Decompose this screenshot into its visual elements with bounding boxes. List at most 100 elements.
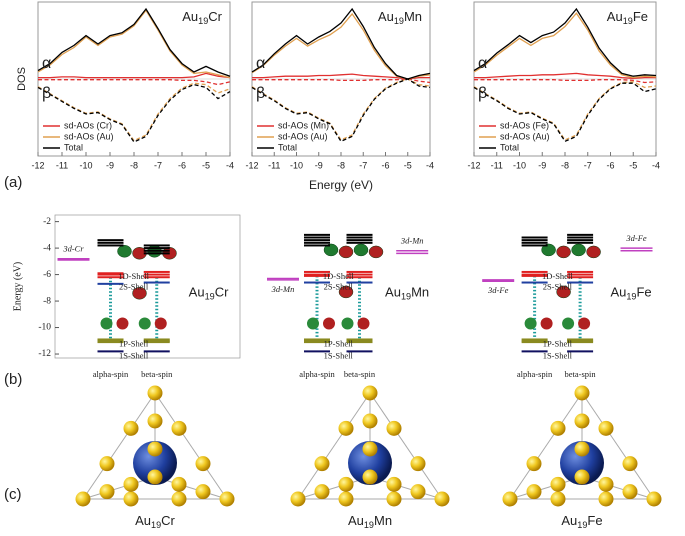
- formula-suffix: Fe: [587, 513, 602, 528]
- orbital-icon: [307, 317, 319, 330]
- formula-base: Au: [385, 285, 401, 300]
- shell-label: 1D-Shell: [542, 271, 573, 281]
- orbital-icon: [353, 243, 369, 257]
- gold-atom: [502, 491, 518, 507]
- beta-label: β: [42, 85, 51, 102]
- energy-level: [346, 233, 373, 236]
- energy-level: [97, 282, 124, 285]
- gold-atom: [362, 469, 378, 485]
- chart-title: Au19Mn: [385, 285, 429, 302]
- y-tick-label: -10: [38, 323, 51, 333]
- alpha-label: α: [256, 55, 265, 72]
- beta-dos-line: [473, 82, 657, 143]
- gold-atom: [290, 491, 306, 507]
- formula-subscript: 19: [198, 16, 208, 26]
- energy-level: [97, 244, 124, 247]
- formula-base: Au: [348, 513, 364, 528]
- gold-atom: [550, 476, 566, 492]
- energy-level: [521, 236, 548, 239]
- y-tick-label: -2: [43, 217, 51, 227]
- orbital-icon: [323, 317, 335, 330]
- formula-subscript: 19: [205, 292, 215, 302]
- beta-label: β: [478, 85, 487, 102]
- gold-atom: [338, 420, 354, 436]
- gold-atom: [195, 456, 211, 472]
- d-level-label: 3d-Fe: [487, 285, 509, 295]
- gold-atom: [574, 413, 590, 429]
- energy-level: [304, 241, 330, 244]
- energy-level: [567, 339, 594, 342]
- x-tick-label: -11: [491, 160, 503, 170]
- formula-base: Au: [189, 285, 205, 300]
- gold-atom: [386, 491, 402, 507]
- y-axis-label: Energy (eV): [12, 262, 23, 312]
- energy-level: [143, 247, 170, 250]
- gold-atom: [362, 385, 378, 401]
- gold-atom: [574, 469, 590, 485]
- shell-label: 1P-Shell: [324, 338, 354, 348]
- energy-level: [346, 339, 373, 342]
- x-tick-label: -8: [337, 160, 345, 170]
- shell-label: 1S-Shell: [119, 350, 149, 360]
- formula-base: Au: [378, 9, 394, 24]
- orbital-icon: [132, 287, 147, 300]
- d-level-label: 3d-Fe: [625, 233, 647, 243]
- alpha-dos-line: [473, 7, 657, 77]
- energy-level: [304, 236, 330, 239]
- energy-level: [521, 281, 548, 284]
- energy-level: [346, 273, 373, 276]
- alpha-dos-line: [251, 7, 431, 80]
- gold-atom: [195, 484, 211, 500]
- formula-base: Au: [135, 513, 151, 528]
- d-level-label: 3d-Mn: [400, 236, 424, 246]
- energy-level: [97, 273, 124, 276]
- y-tick-label: -6: [43, 270, 51, 280]
- orbital-icon: [556, 285, 571, 299]
- beta-spin-label: beta-spin: [344, 369, 376, 379]
- formula-suffix: Cr: [161, 513, 175, 528]
- energy-level: [521, 341, 548, 344]
- energy-level: [304, 244, 330, 247]
- x-tick-label: -6: [178, 160, 186, 170]
- beta-dos-line: [37, 83, 231, 143]
- energy-level: [304, 339, 330, 342]
- central-atom: [133, 441, 177, 485]
- chart-title: Au19Cr: [182, 9, 222, 26]
- chart-title: Au19Cr: [189, 285, 229, 302]
- energy-level: [304, 350, 330, 353]
- legend-label: sd-AOs (Au): [500, 131, 550, 141]
- legend-label: sd-AOs (Fe): [500, 120, 549, 130]
- formula-suffix: Mn: [411, 285, 429, 300]
- x-tick-label: -5: [629, 160, 637, 170]
- central-atom: [348, 441, 392, 485]
- orbital-icon: [562, 317, 575, 330]
- energy-level: [521, 274, 548, 277]
- gold-atom: [123, 420, 139, 436]
- gold-atom: [598, 476, 614, 492]
- gold-atom: [526, 484, 542, 500]
- formula-subscript: 19: [401, 292, 411, 302]
- legend-label: sd-AOs (Mn): [278, 120, 329, 130]
- beta-dos-line: [37, 82, 231, 142]
- cluster-bond: [154, 392, 228, 500]
- formula-subscript: 19: [577, 520, 587, 530]
- x-tick-label: -9: [315, 160, 323, 170]
- gold-atom: [598, 491, 614, 507]
- energy-level: [143, 270, 170, 273]
- gold-atom: [362, 441, 378, 457]
- x-tick-label: -10: [79, 160, 92, 170]
- gold-atom: [123, 476, 139, 492]
- gold-atom: [622, 484, 638, 500]
- gold-atom: [434, 491, 450, 507]
- gold-atom: [598, 420, 614, 436]
- energy-level: [521, 270, 548, 273]
- x-tick-label: -7: [359, 160, 367, 170]
- gold-atom: [99, 456, 115, 472]
- energy-level: [143, 350, 170, 353]
- gold-atom: [314, 456, 330, 472]
- orbital-icon: [357, 317, 370, 330]
- energy-level: [567, 281, 594, 284]
- energy-level: [567, 341, 594, 344]
- orbital-icon: [323, 243, 339, 257]
